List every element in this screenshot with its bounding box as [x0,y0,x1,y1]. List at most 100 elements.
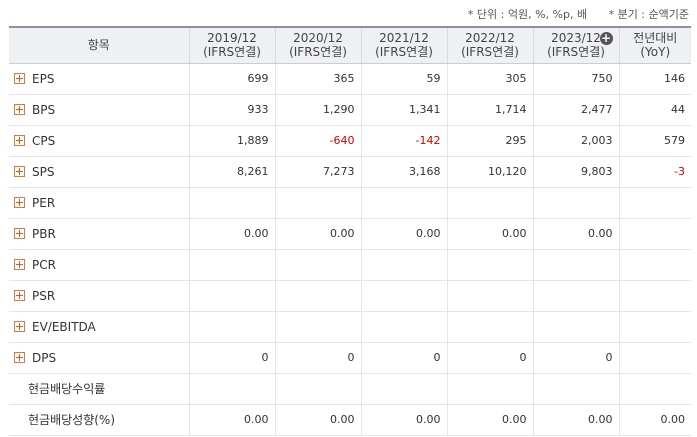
value-cell [532,311,619,343]
value-cell: 1,290 [274,94,361,126]
value-cell: 579 [618,125,691,157]
basis-label: (IFRS연결) [289,45,347,60]
table-row: PCR [9,249,691,281]
value-cell: 2,477 [532,94,619,126]
value-cell [446,311,533,343]
basis-label: (IFRS연결) [203,45,261,60]
basis-label: (IFRS연결) [375,45,433,60]
value-cell [618,342,691,374]
value-cell: 0.00 [532,404,619,436]
row-label-cell[interactable]: SPS [9,156,189,188]
value-cell: 0.00 [188,218,275,250]
row-label: EV/EBITDA [32,319,96,334]
value-cell: 0.00 [274,404,361,436]
value-cell [274,373,361,405]
value-cell [188,311,275,343]
row-label-cell[interactable]: PCR [9,249,189,281]
value-cell: 0.00 [360,218,447,250]
row-label: PBR [32,226,56,241]
row-label-cell[interactable]: BPS [9,94,189,126]
row-label: CPS [32,133,56,148]
value-cell [446,373,533,405]
table-row: CPS 1,889 -640 -142 295 2,003 579 [9,125,691,157]
value-cell [188,280,275,312]
value-cell: 305 [446,63,533,95]
plus-square-icon[interactable] [14,289,25,301]
row-label: EPS [32,71,55,86]
plus-circle-icon[interactable]: + [599,31,613,45]
yoy-header: 전년대비 (YoY) [618,26,691,64]
row-label: BPS [32,102,56,117]
value-cell: 295 [446,125,533,157]
row-label: PER [32,195,56,210]
plus-square-icon[interactable] [14,196,25,208]
row-label: 현금배당수익률 [28,382,106,396]
value-cell: 0.00 [618,404,691,436]
table-row: 현금배당성향(%) 0.00 0.00 0.00 0.00 0.00 0.00 [9,404,691,436]
plus-square-icon[interactable] [14,227,25,239]
row-label-cell: 현금배당수익률 [9,373,189,405]
row-label-cell[interactable]: EPS [9,63,189,95]
yoy-sub-label: (YoY) [640,45,671,60]
value-cell [618,187,691,219]
value-cell: 365 [274,63,361,95]
row-label: SPS [32,164,55,179]
value-cell: 10,120 [446,156,533,188]
value-cell: -142 [360,125,447,157]
value-cell [188,187,275,219]
unit-note: * 단위 : 억원, %, %p, 배 [467,8,588,21]
plus-square-icon[interactable] [14,165,25,177]
value-cell [188,373,275,405]
value-cell: 1,714 [446,94,533,126]
year-header: 2020/12 (IFRS연결) [274,26,361,64]
financial-ratio-table: 항목 2019/12 (IFRS연결) 2020/12 (IFRS연결) 2021/… [9,26,691,436]
value-cell: 0.00 [188,404,275,436]
item-header: 항목 [9,26,189,64]
value-cell [446,187,533,219]
year-label: 2023/12 [551,31,601,46]
row-label-cell[interactable]: CPS [9,125,189,157]
plus-square-icon[interactable] [14,351,25,363]
row-label-cell[interactable]: DPS [9,342,189,374]
value-cell: 699 [188,63,275,95]
value-cell [618,311,691,343]
yoy-label: 전년대비 [633,31,678,46]
plus-square-icon[interactable] [14,103,25,115]
plus-square-icon[interactable] [14,134,25,146]
plus-square-icon[interactable] [14,320,25,332]
unit-notes: * 단위 : 억원, %, %p, 배 * 분기 : 순액기준 [450,6,689,22]
value-cell [532,280,619,312]
value-cell [360,249,447,281]
year-label: 2019/12 [207,31,257,46]
value-cell: 9,803 [532,156,619,188]
value-cell [188,249,275,281]
value-cell: 0 [446,342,533,374]
row-label: PSR [32,288,56,303]
year-header: 2022/12 (IFRS연결) [446,26,533,64]
value-cell [274,280,361,312]
table-header-row: 항목 2019/12 (IFRS연결) 2020/12 (IFRS연결) 2021/… [9,26,691,64]
value-cell [618,280,691,312]
plus-square-icon[interactable] [14,258,25,270]
row-label-cell: 현금배당성향(%) [9,404,189,436]
value-cell: 0 [360,342,447,374]
year-label: 2021/12 [379,31,429,46]
table-row: EPS 699 365 59 305 750 146 [9,63,691,95]
row-label-cell[interactable]: EV/EBITDA [9,311,189,343]
row-label-cell[interactable]: PSR [9,280,189,312]
value-cell: 0.00 [274,218,361,250]
value-cell [618,218,691,250]
year-label: 2020/12 [293,31,343,46]
row-label: 현금배당성향(%) [28,413,116,427]
value-cell [274,249,361,281]
value-cell: 146 [618,63,691,95]
year-header: 2021/12 (IFRS연결) [360,26,447,64]
year-header: 2023/12 (IFRS연결) + [532,26,619,64]
quarter-note: * 분기 : 순액기준 [608,8,689,21]
row-label-cell[interactable]: PBR [9,218,189,250]
value-cell: 0.00 [446,218,533,250]
value-cell: 0.00 [532,218,619,250]
plus-square-icon[interactable] [14,72,25,84]
value-cell: 2,003 [532,125,619,157]
row-label-cell[interactable]: PER [9,187,189,219]
